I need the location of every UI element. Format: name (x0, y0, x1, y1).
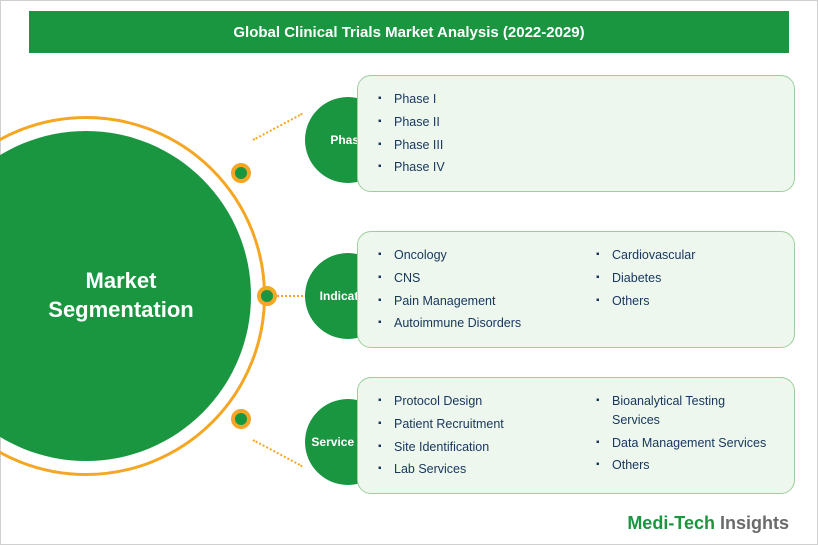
list-item: Lab Services (378, 458, 556, 481)
list-item: Pain Management (378, 290, 556, 313)
info-box-phase: Phase IPhase IIPhase IIIPhase IV (357, 75, 795, 192)
list-item: Patient Recruitment (378, 413, 556, 436)
list-item: Phase IV (378, 156, 774, 179)
list-item: Cardiovascular (596, 244, 774, 267)
header-title: Global Clinical Trials Market Analysis (… (233, 24, 584, 41)
connector-node (231, 163, 251, 183)
list-item: Phase I (378, 88, 774, 111)
list-item: Diabetes (596, 267, 774, 290)
list-item: Site Identification (378, 436, 556, 459)
connector-node (231, 409, 251, 429)
list-item: Phase III (378, 134, 774, 157)
list-item: Data Management Services (596, 432, 774, 455)
main-circle-container: Market Segmentation (0, 116, 266, 476)
list-item: Autoimmune Disorders (378, 312, 556, 335)
footer-logo: Medi-Tech Insights (627, 513, 789, 534)
info-box-service-type: Protocol DesignPatient RecruitmentSite I… (357, 377, 795, 494)
list-item: Others (596, 454, 774, 477)
main-circle-label: Market Segmentation (0, 267, 194, 324)
header-bar: Global Clinical Trials Market Analysis (… (29, 11, 789, 53)
list-item: Others (596, 290, 774, 313)
list-item: CNS (378, 267, 556, 290)
info-box-indication: OncologyCNSPain ManagementAutoimmune Dis… (357, 231, 795, 348)
connector-node (257, 286, 277, 306)
list-item: Phase II (378, 111, 774, 134)
logo-part-2: Insights (720, 513, 789, 533)
list-item: Bioanalytical Testing Services (596, 390, 774, 432)
logo-part-1: Medi-Tech (627, 513, 720, 533)
list-item: Protocol Design (378, 390, 556, 413)
list-item: Oncology (378, 244, 556, 267)
